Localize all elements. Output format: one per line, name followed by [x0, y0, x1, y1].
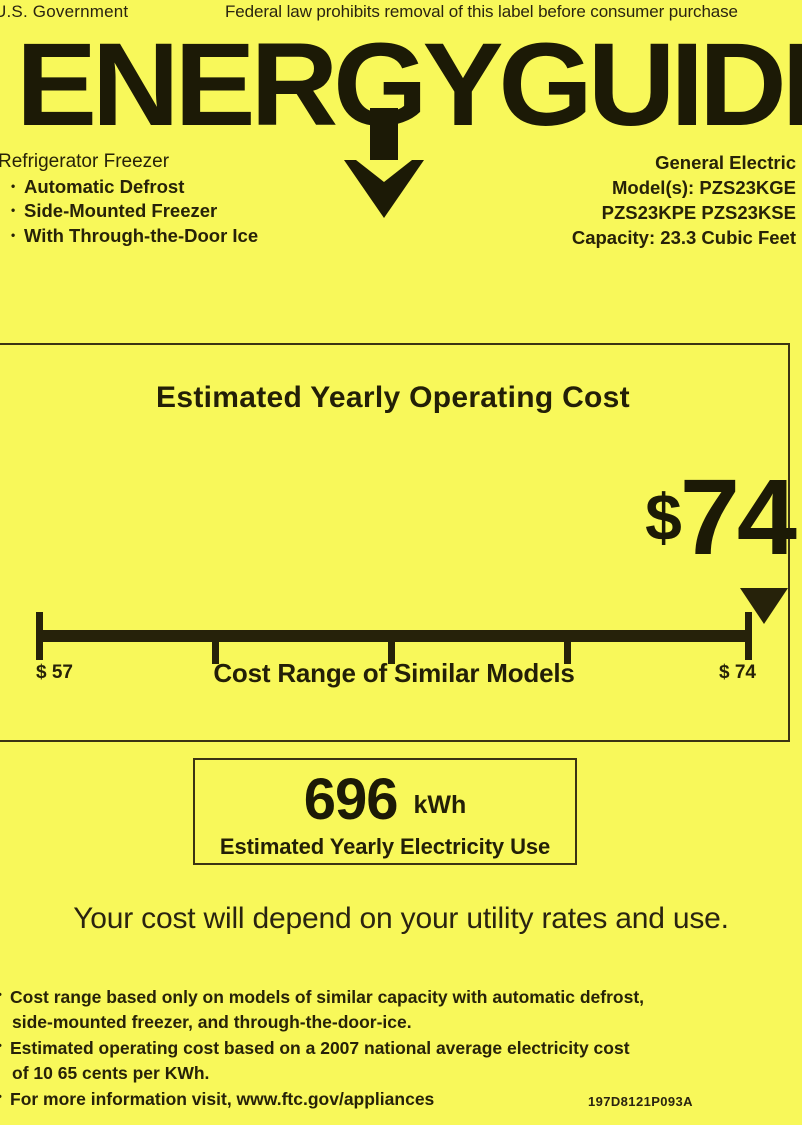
capacity-label: Capacity: 23.3 Cubic Feet [571, 227, 796, 248]
energyguide-wordmark: ENERGYGUIDE [16, 19, 802, 151]
cost-disclaimer-tagline: Your cost will depend on your utility ra… [73, 902, 729, 935]
kwh-unit: kWh [413, 791, 467, 819]
scale-tick-end [745, 612, 752, 660]
down-arrow-icon-stem [370, 108, 398, 164]
brand-name: General Electric [655, 152, 796, 173]
product-feature-item: Side-Mounted Freezer [11, 198, 258, 224]
government-label: U.S. Government [0, 2, 129, 21]
footnote-line-cont: side-mounted freezer, and through-the-do… [12, 1012, 412, 1032]
cost-panel-title: Estimated Yearly Operating Cost [156, 381, 630, 414]
model-numbers-line-1: Model(s): PZS23KGE [612, 177, 796, 198]
scale-tick-2 [388, 638, 395, 664]
product-category: Refrigerator Freezer [0, 151, 170, 172]
product-feature-item: Automatic Defrost [11, 174, 258, 200]
range-low-label: $ 57 [36, 662, 73, 683]
cost-range-scale: $ 57 Cost Range of Similar Models $ 74 [36, 588, 788, 688]
estimated-cost-value: $74 [645, 463, 797, 571]
down-arrow-icon-notch [356, 160, 412, 182]
footnote-line-cont: of 10 65 cents per KWh. [12, 1063, 210, 1083]
legal-header-strip: U.S. Government Federal law prohibits re… [0, 2, 802, 28]
footnote-line: Cost range based only on models of simil… [10, 987, 645, 1007]
product-feature-item: With Through-the-Door Ice [11, 223, 258, 249]
estimated-cost-panel: Estimated Yearly Operating Cost $74 $ 57… [0, 343, 797, 742]
footnote-line-ftc-link[interactable]: For more information visit, www.ftc.gov/… [10, 1089, 435, 1109]
footnote-item: For more information visit, www.ftc.gov/… [0, 1085, 698, 1112]
kwh-value: 696 [303, 767, 399, 832]
electricity-use-panel: 696 kWh Estimated Yearly Electricity Use [193, 758, 577, 865]
model-numbers-line-2: PZS23KPE PZS23KSE [601, 202, 796, 223]
footnote-list: Cost range based only on models of simil… [0, 983, 698, 1113]
cost-position-marker [740, 588, 788, 624]
product-feature-list: Automatic Defrost Side-Mounted Freezer W… [0, 174, 258, 249]
range-high-label: $ 74 [719, 662, 756, 683]
manufacturer-block: General Electric Model(s): PZS23KGE PZS2… [572, 150, 796, 250]
scale-tick-start [36, 612, 43, 660]
currency-symbol: $ [645, 480, 682, 554]
energyguide-logo: ENERGYGUIDE [0, 26, 802, 147]
part-number: 197D8121P093A [588, 1094, 693, 1109]
footnote-item: Cost range based only on models of simil… [0, 983, 698, 1035]
federal-law-notice: Federal law prohibits removal of this la… [225, 2, 738, 21]
cost-amount: 74 [679, 456, 797, 577]
kwh-caption: Estimated Yearly Electricity Use [219, 834, 551, 859]
product-description-block: Refrigerator Freezer Automatic Defrost S… [0, 150, 258, 248]
kwh-row: 696 kWh [195, 766, 575, 833]
scale-caption: Cost Range of Similar Models [213, 658, 575, 688]
footnote-item: Estimated operating cost based on a 2007… [0, 1034, 698, 1086]
footnote-line: Estimated operating cost based on a 2007… [10, 1038, 630, 1058]
scale-tick-3 [564, 638, 571, 664]
scale-tick-1 [212, 638, 219, 664]
